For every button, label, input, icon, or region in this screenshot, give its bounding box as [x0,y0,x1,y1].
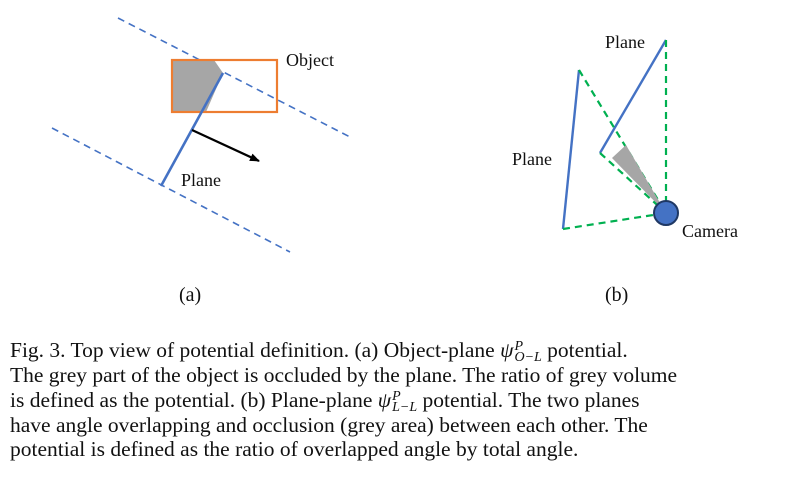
psi-sub-1: O−L [514,350,542,366]
caption-line-4: have angle overlapping and occlusion (gr… [10,412,648,437]
caption-line-1: Fig. 3. Top view of potential definition… [10,338,792,366]
caption-line3-end: potential. The two planes [417,387,640,412]
green-dashed-bottom [562,211,667,231]
normal-arrow [191,129,260,162]
plane-label-left: Plane [512,149,552,169]
plane-label-top: Plane [605,32,645,52]
psi-sub-2: L−L [392,399,418,415]
caption-line1-start: Fig. 3. Top view of potential definition… [10,338,501,362]
figure-caption: Fig. 3. Top view of potential definition… [10,338,792,462]
psi-sup-1: P [514,339,524,355]
plane-label-a: Plane [181,170,221,190]
caption-line1-end: potential. [541,338,628,362]
caption-line-5: potential is defined as the ratio of ove… [10,437,579,462]
green-dashed-inner [599,152,667,214]
upper-dashed-boundary [117,17,351,138]
top-plane-line [598,39,668,154]
panel-b: Plane Plane Camera (b) [512,32,738,306]
psi-symbol-2: ψ [377,387,392,412]
subfigure-label-b: (b) [605,284,628,306]
psi-scripts-2: P L−L [392,388,418,415]
plane-line-a [159,72,225,187]
caption-line3-start: is defined as the potential. (b) Plane-p… [10,387,378,412]
caption-line-2: The grey part of the object is occluded … [10,363,678,388]
figure-diagram: Object Plane (a) Plane Plane Camera (b) [51,17,738,306]
subfigure-label-a: (a) [179,284,201,306]
overlap-grey-wedge [612,145,666,213]
object-box [170,58,279,114]
lower-dashed-boundary [51,127,291,253]
camera-label: Camera [682,221,738,241]
occluded-grey-region [172,60,223,112]
psi-symbol-1: ψ [500,338,514,362]
psi-sup-2: P [392,388,401,404]
left-plane-line [561,69,581,230]
green-dashed-top-left [578,69,667,214]
camera-icon [653,200,679,226]
psi-scripts-1: P O−L [514,339,542,366]
object-label: Object [286,50,334,70]
caption-line-3: is defined as the potential. (b) Plane-p… [10,387,792,415]
panel-a: Object Plane (a) [51,17,351,306]
